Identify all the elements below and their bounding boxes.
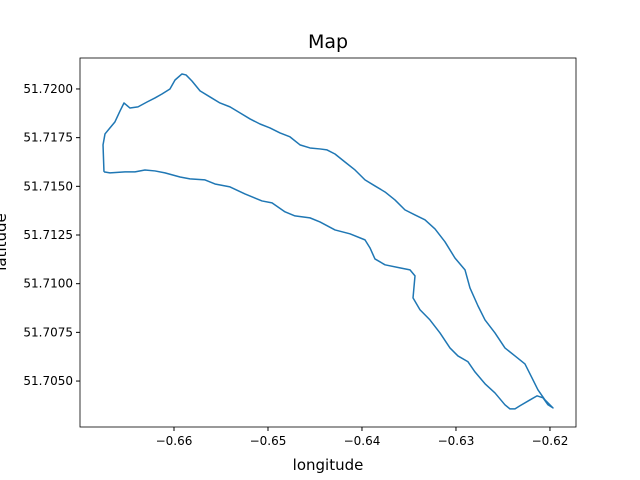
- x-tick-label: −0.64: [344, 434, 381, 448]
- y-tick-label: 51.7175: [23, 131, 73, 145]
- x-tick-label: −0.62: [532, 434, 569, 448]
- x-axis-label: longitude: [293, 456, 364, 474]
- y-tick-label: 51.7075: [23, 325, 73, 339]
- plot-frame: [79, 57, 577, 428]
- x-tick-label: −0.65: [250, 434, 287, 448]
- x-tick-label: −0.63: [438, 434, 475, 448]
- outline: [102, 73, 554, 410]
- y-axis-label: latitude: [0, 213, 10, 271]
- y-tick-label: 51.7200: [23, 82, 73, 96]
- chart-title: Map: [308, 31, 348, 53]
- x-tick-label: −0.66: [156, 434, 193, 448]
- y-tick-label: 51.7125: [23, 228, 73, 242]
- y-tick-label: 51.7100: [23, 277, 73, 291]
- y-tick-label: 51.7050: [23, 374, 73, 388]
- y-tick-label: 51.7150: [23, 179, 73, 193]
